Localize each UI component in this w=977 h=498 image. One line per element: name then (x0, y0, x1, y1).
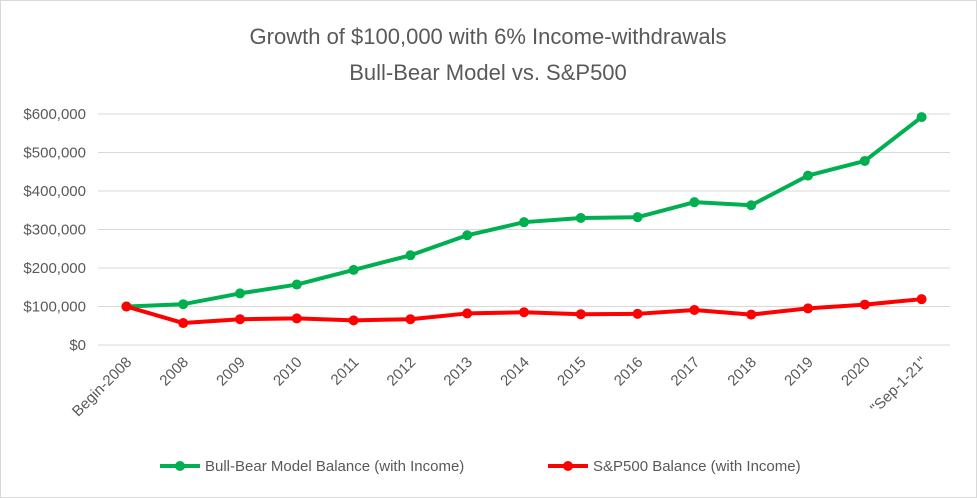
data-point (235, 314, 245, 325)
y-axis-ticks: $0 $100,000 $200,000 $300,000 $400,000 $500,0… (23, 106, 86, 354)
legend-marker-1 (175, 461, 185, 471)
x-tick-label: 2009 (213, 354, 249, 390)
data-point (291, 279, 302, 290)
data-point (348, 264, 359, 275)
chart-title: Growth of $100,000 with 6% Income-withdr… (250, 24, 727, 49)
data-point (121, 301, 132, 312)
data-point (689, 304, 700, 315)
y-tick-label: $600,000 (23, 106, 86, 123)
y-tick-label: $0 (69, 337, 86, 354)
x-tick-label: 2015 (554, 354, 590, 390)
legend-label-1: Bull-Bear Model Balance (with Income) (205, 458, 464, 475)
data-point (575, 212, 586, 223)
x-tick-label: 2016 (611, 354, 647, 390)
data-point (235, 288, 245, 299)
series-line-1 (124, 115, 924, 309)
y-tick-label: $500,000 (23, 145, 86, 162)
data-point (348, 315, 359, 326)
legend: Bull-Bear Model Balance (with Income) S&P… (160, 458, 801, 475)
data-point (916, 112, 927, 123)
data-point (178, 299, 189, 310)
data-point (859, 299, 870, 310)
data-point (632, 308, 643, 319)
x-tick-label: 2014 (497, 354, 533, 390)
data-point (519, 307, 529, 318)
data-point (632, 212, 643, 223)
x-tick-label: 2008 (156, 354, 192, 390)
data-point (916, 294, 927, 305)
x-tick-label: 2019 (781, 354, 817, 390)
x-tick-label: 2020 (838, 354, 874, 390)
data-point (689, 197, 700, 208)
y-tick-label: $200,000 (23, 260, 86, 277)
x-tick-label: 2012 (384, 354, 420, 390)
x-tick-label: "Sep-1-21" (867, 354, 930, 417)
data-point (575, 309, 586, 320)
data-point (462, 308, 473, 319)
y-tick-label: $100,000 (23, 299, 86, 316)
x-axis-ticks: Begin-2008 2008 2009 2010 2011 2012 2013 2014 20… (69, 354, 930, 420)
data-point (291, 313, 302, 324)
data-point (859, 155, 870, 166)
x-tick-label: 2013 (440, 354, 476, 390)
y-tick-label: $400,000 (23, 183, 86, 200)
x-tick-label: 2017 (668, 354, 704, 390)
data-point (405, 250, 416, 261)
chart-subtitle: Bull-Bear Model vs. S&P500 (349, 60, 627, 85)
x-tick-label: 2018 (724, 354, 760, 390)
x-tick-label: 2010 (270, 354, 306, 390)
data-point (803, 170, 813, 181)
series-lines (121, 112, 927, 329)
x-tick-label: 2011 (328, 354, 363, 389)
data-point (746, 309, 757, 320)
data-point (803, 303, 813, 314)
y-tick-label: $300,000 (23, 222, 86, 239)
data-point (519, 217, 529, 228)
data-point (405, 314, 416, 325)
data-point (462, 230, 473, 241)
legend-label-2: S&P500 Balance (with Income) (593, 458, 801, 475)
legend-marker-2 (563, 461, 573, 471)
data-point (178, 318, 189, 329)
x-tick-label: Begin-2008 (69, 354, 135, 420)
data-point (746, 200, 757, 211)
